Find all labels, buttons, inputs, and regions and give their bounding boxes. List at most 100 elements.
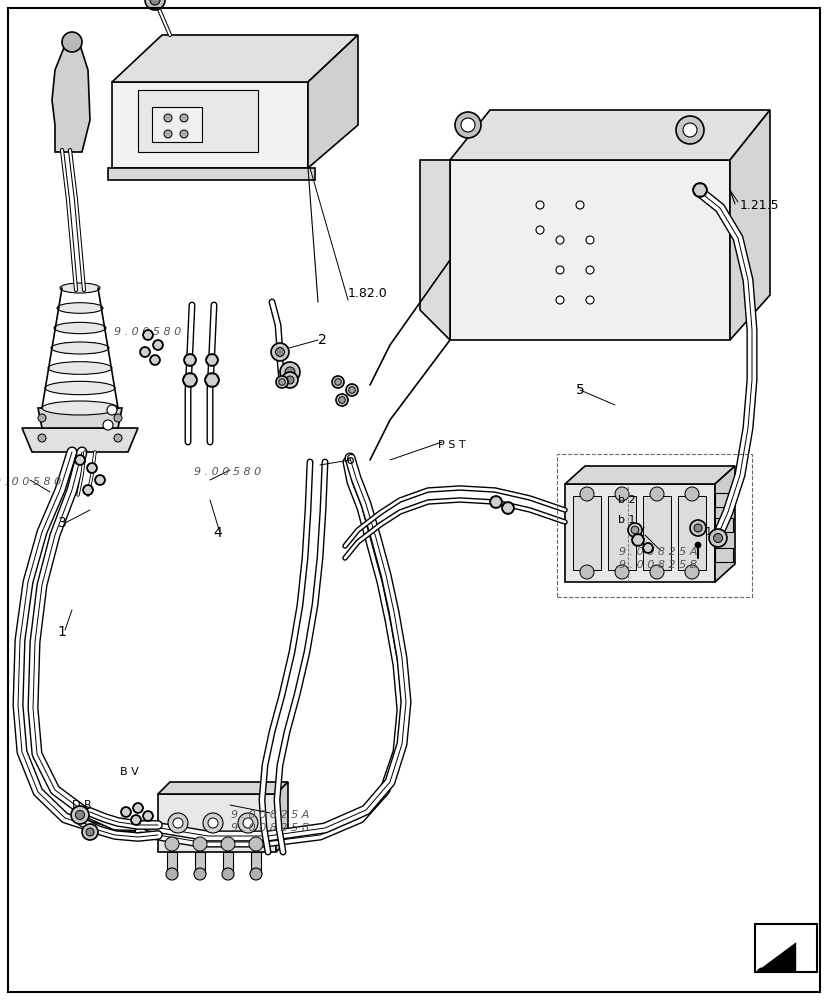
Circle shape <box>71 806 88 824</box>
Circle shape <box>221 837 235 851</box>
Circle shape <box>38 434 46 442</box>
Circle shape <box>194 868 206 880</box>
Circle shape <box>165 868 178 880</box>
Circle shape <box>249 837 263 851</box>
Ellipse shape <box>51 342 109 354</box>
Circle shape <box>346 384 357 396</box>
Circle shape <box>689 520 705 536</box>
Circle shape <box>145 0 165 10</box>
Circle shape <box>576 201 583 209</box>
Circle shape <box>279 379 285 385</box>
Circle shape <box>150 0 160 5</box>
Circle shape <box>242 818 253 828</box>
Bar <box>138 90 258 152</box>
Text: Y: Y <box>638 527 644 537</box>
Circle shape <box>631 534 643 546</box>
Circle shape <box>630 526 638 534</box>
Circle shape <box>168 813 188 833</box>
Circle shape <box>586 236 593 244</box>
Ellipse shape <box>54 322 106 334</box>
Text: 9 . 0 0 5 8 0: 9 . 0 0 5 8 0 <box>194 467 261 477</box>
Bar <box>643 496 670 570</box>
Text: B V: B V <box>120 767 139 777</box>
Circle shape <box>237 813 258 833</box>
Circle shape <box>83 485 93 495</box>
Circle shape <box>179 130 188 138</box>
Circle shape <box>184 354 196 366</box>
Polygon shape <box>108 168 314 180</box>
Ellipse shape <box>60 283 100 293</box>
Ellipse shape <box>57 303 103 313</box>
Bar <box>152 107 202 142</box>
Circle shape <box>490 496 501 508</box>
Circle shape <box>140 347 150 357</box>
Circle shape <box>275 376 288 388</box>
Circle shape <box>684 565 698 579</box>
Circle shape <box>693 524 701 532</box>
Ellipse shape <box>42 401 118 415</box>
Text: 9 . 0 0 8 2 5 B: 9 . 0 0 8 2 5 B <box>618 560 696 570</box>
Circle shape <box>179 114 188 122</box>
Circle shape <box>275 348 284 357</box>
Circle shape <box>282 372 298 388</box>
Text: 6: 6 <box>345 453 354 467</box>
Text: 1.82.0: 1.82.0 <box>347 287 387 300</box>
Circle shape <box>713 534 722 542</box>
Circle shape <box>87 463 97 473</box>
Text: 5: 5 <box>575 383 584 397</box>
Circle shape <box>535 201 543 209</box>
Circle shape <box>193 837 207 851</box>
Circle shape <box>555 236 563 244</box>
Circle shape <box>614 565 629 579</box>
Text: T 1: T 1 <box>694 527 711 537</box>
Polygon shape <box>22 428 138 452</box>
Polygon shape <box>308 35 357 168</box>
Text: D R: D R <box>72 800 92 810</box>
Circle shape <box>280 362 299 382</box>
Circle shape <box>579 487 593 501</box>
Text: 9 . 0 0 8 2 5 B: 9 . 0 0 8 2 5 B <box>231 823 308 833</box>
Circle shape <box>143 330 153 340</box>
Circle shape <box>164 130 172 138</box>
Polygon shape <box>564 466 734 484</box>
Circle shape <box>62 32 82 52</box>
Circle shape <box>114 434 122 442</box>
Bar <box>158 794 275 852</box>
Circle shape <box>649 565 663 579</box>
Circle shape <box>270 343 289 361</box>
Circle shape <box>183 373 197 387</box>
Text: 1.21.5: 1.21.5 <box>739 199 779 212</box>
Bar <box>251 852 261 874</box>
Circle shape <box>535 226 543 234</box>
Circle shape <box>203 813 222 833</box>
Polygon shape <box>38 408 122 428</box>
Circle shape <box>114 414 122 422</box>
Text: b 1: b 1 <box>617 515 635 525</box>
Circle shape <box>694 542 700 548</box>
Text: 9 . 0 0 5 8 0: 9 . 0 0 5 8 0 <box>114 327 181 337</box>
Circle shape <box>334 379 341 385</box>
Bar <box>195 852 205 874</box>
Circle shape <box>684 487 698 501</box>
Circle shape <box>205 373 218 387</box>
Text: 9 . 0 0 5 8 0: 9 . 0 0 5 8 0 <box>0 477 61 487</box>
Circle shape <box>164 114 172 122</box>
Polygon shape <box>756 942 794 970</box>
Circle shape <box>86 828 94 836</box>
Circle shape <box>206 354 218 366</box>
Polygon shape <box>715 466 734 582</box>
Circle shape <box>143 811 153 821</box>
Polygon shape <box>729 110 769 340</box>
Ellipse shape <box>48 362 112 374</box>
Circle shape <box>614 487 629 501</box>
Bar <box>564 484 715 582</box>
Circle shape <box>649 487 663 501</box>
Circle shape <box>250 868 261 880</box>
Circle shape <box>675 116 703 144</box>
Circle shape <box>150 355 160 365</box>
Polygon shape <box>275 782 288 852</box>
Circle shape <box>173 818 183 828</box>
Circle shape <box>555 266 563 274</box>
Circle shape <box>579 565 593 579</box>
Text: 2: 2 <box>318 333 327 347</box>
